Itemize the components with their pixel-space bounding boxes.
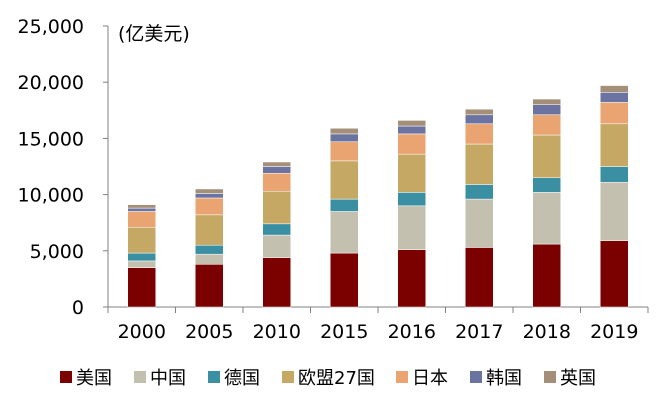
legend: 美国 中国 德国 欧盟27国 日本 韩国 英国: [60, 368, 596, 389]
axes: 0 5,000 10,000 15,000 20,000 25,000 2000 2005 20…: [18, 16, 649, 343]
legend-swatch: [208, 371, 220, 383]
bar-segment: [262, 172, 291, 192]
legend-swatch: [134, 371, 146, 383]
x-tick-label: 2010: [253, 321, 301, 343]
y-tick-label: 5,000: [30, 241, 84, 263]
bar-segment: [195, 253, 224, 265]
bar-segment: [532, 98, 561, 105]
bar-segment: [465, 184, 494, 200]
bar-segment: [397, 205, 426, 250]
bar-segment: [600, 181, 629, 241]
legend-swatch: [544, 371, 556, 383]
x-tick-label: 2000: [118, 321, 166, 343]
bar-segment: [532, 114, 561, 136]
legend-swatch: [60, 371, 72, 383]
bar-segment: [600, 166, 629, 183]
bars: [127, 85, 629, 308]
x-tick-label: 2015: [320, 321, 368, 343]
bar-segment: [195, 193, 224, 199]
bar-segment: [532, 192, 561, 245]
bar-segment: [330, 133, 359, 143]
y-tick-label: 15,000: [18, 128, 84, 150]
bar-segment: [465, 143, 494, 185]
bar-segment: [397, 153, 426, 193]
x-tick-label: 2019: [590, 321, 638, 343]
bar-segment: [600, 92, 629, 103]
bar-segment: [262, 223, 291, 236]
bar-segment: [262, 190, 291, 225]
bar-segment: [600, 85, 629, 93]
legend-label: 英国: [560, 368, 596, 389]
bar-segment: [330, 211, 359, 254]
bar-segment: [127, 267, 156, 308]
bar-segment: [195, 197, 224, 216]
bar-segment: [532, 104, 561, 116]
bar-segment: [397, 120, 426, 127]
bar-segment: [532, 134, 561, 178]
bar-segment: [127, 252, 156, 262]
bar-segment: [600, 123, 629, 167]
bar-segment: [195, 244, 224, 255]
bar-segment: [465, 198, 494, 248]
bar-segment: [532, 243, 561, 308]
bar-segment: [397, 192, 426, 207]
bar-segment: [127, 260, 156, 268]
legend-label: 中国: [150, 368, 186, 389]
legend-label: 韩国: [486, 368, 522, 389]
legend-swatch: [470, 371, 482, 383]
bar-segment: [600, 102, 629, 125]
bar-segment: [195, 188, 224, 194]
legend-label: 日本: [412, 368, 448, 389]
y-tick-label: 25,000: [18, 16, 84, 38]
bar-segment: [127, 211, 156, 228]
y-tick-label: 20,000: [18, 72, 84, 94]
bar-segment: [600, 240, 629, 308]
x-tick-label: 2016: [388, 321, 436, 343]
bar-segment: [330, 252, 359, 308]
bar-segment: [532, 177, 561, 193]
bar-segment: [262, 166, 291, 174]
legend-label: 德国: [224, 368, 260, 389]
bar-segment: [465, 114, 494, 125]
bar-segment: [195, 264, 224, 308]
bar-segment: [262, 257, 291, 308]
y-tick-label: 10,000: [18, 185, 84, 207]
bar-segment: [397, 125, 426, 135]
bar-segment: [465, 123, 494, 145]
legend-swatch: [282, 371, 294, 383]
x-tick-label: 2018: [523, 321, 571, 343]
bar-segment: [330, 198, 359, 212]
legend-swatch: [396, 371, 408, 383]
bar-segment: [127, 204, 156, 209]
unit-label: (亿美元): [118, 23, 190, 45]
bar-segment: [397, 133, 426, 155]
bar-segment: [127, 226, 156, 254]
legend-label: 欧盟27国: [298, 368, 375, 389]
bar-segment: [330, 160, 359, 200]
bar-segment: [330, 128, 359, 135]
bar-segment: [397, 249, 426, 308]
x-tick-label: 2017: [455, 321, 503, 343]
bar-segment: [330, 141, 359, 162]
bar-segment: [465, 108, 494, 116]
x-tick-label: 2005: [185, 321, 233, 343]
bar-segment: [195, 214, 224, 246]
bar-segment: [127, 207, 156, 212]
y-tick-label: 0: [72, 297, 84, 319]
bar-segment: [465, 247, 494, 308]
bar-segment: [262, 234, 291, 258]
legend-label: 美国: [76, 368, 112, 389]
bar-segment: [262, 161, 291, 167]
